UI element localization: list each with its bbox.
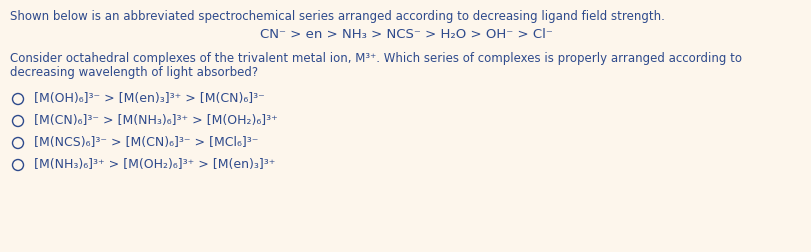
Text: decreasing wavelength of light absorbed?: decreasing wavelength of light absorbed? xyxy=(10,66,258,79)
Text: CN⁻ > en > NH₃ > NCS⁻ > H₂O > OH⁻ > Cl⁻: CN⁻ > en > NH₃ > NCS⁻ > H₂O > OH⁻ > Cl⁻ xyxy=(260,28,551,41)
Text: [M(NCS)₆]³⁻ > [M(CN)₆]³⁻ > [MCl₆]³⁻: [M(NCS)₆]³⁻ > [M(CN)₆]³⁻ > [MCl₆]³⁻ xyxy=(34,136,258,149)
Text: Shown below is an abbreviated spectrochemical series arranged according to decre: Shown below is an abbreviated spectroche… xyxy=(10,10,664,23)
Text: [M(NH₃)₆]³⁺ > [M(OH₂)₆]³⁺ > [M(en)₃]³⁺: [M(NH₃)₆]³⁺ > [M(OH₂)₆]³⁺ > [M(en)₃]³⁺ xyxy=(34,158,275,171)
Text: [M(OH)₆]³⁻ > [M(en)₃]³⁺ > [M(CN)₆]³⁻: [M(OH)₆]³⁻ > [M(en)₃]³⁺ > [M(CN)₆]³⁻ xyxy=(34,92,264,105)
Text: [M(CN)₆]³⁻ > [M(NH₃)₆]³⁺ > [M(OH₂)₆]³⁺: [M(CN)₆]³⁻ > [M(NH₃)₆]³⁺ > [M(OH₂)₆]³⁺ xyxy=(34,114,277,127)
Text: Consider octahedral complexes of the trivalent metal ion, M³⁺. Which series of c: Consider octahedral complexes of the tri… xyxy=(10,52,741,65)
